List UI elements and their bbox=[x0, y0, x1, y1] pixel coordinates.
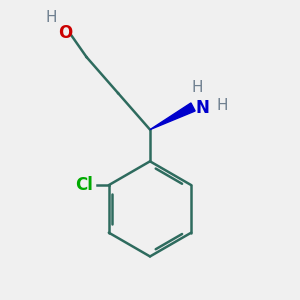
Text: H: H bbox=[46, 10, 57, 25]
Text: H: H bbox=[217, 98, 228, 113]
Text: O: O bbox=[58, 24, 72, 42]
Text: Cl: Cl bbox=[75, 176, 93, 194]
Polygon shape bbox=[150, 103, 195, 130]
Text: N: N bbox=[195, 99, 209, 117]
Text: H: H bbox=[192, 80, 203, 95]
